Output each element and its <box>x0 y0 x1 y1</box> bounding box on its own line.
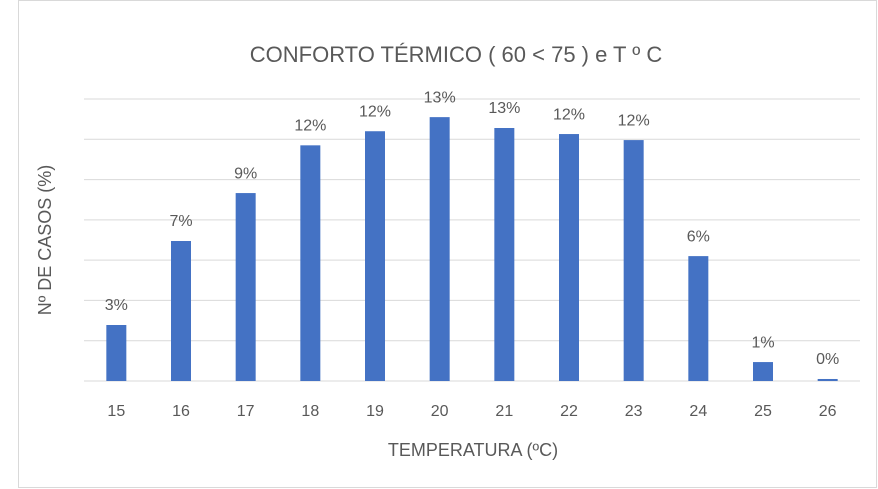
x-tick-label: 23 <box>625 403 643 420</box>
bar <box>753 362 773 381</box>
bar <box>494 128 515 381</box>
data-label: 9% <box>234 165 257 182</box>
data-label: 1% <box>751 334 774 351</box>
x-tick-label: 19 <box>366 403 384 420</box>
x-tick-label: 16 <box>172 403 190 420</box>
y-axis-label: Nº DE CASOS (%) <box>35 165 55 316</box>
data-label: 12% <box>618 112 650 129</box>
data-label: 12% <box>359 103 391 120</box>
x-tick-label: 22 <box>560 403 578 420</box>
data-label: 6% <box>687 228 710 245</box>
bar <box>688 256 709 381</box>
bar <box>300 145 321 381</box>
chart-title: CONFORTO TÉRMICO ( 60 < 75 ) e T º C <box>250 42 663 67</box>
data-label: 12% <box>294 118 326 135</box>
x-tick-label: 26 <box>819 403 837 420</box>
bar <box>559 134 579 381</box>
bar <box>106 325 127 381</box>
x-tick-label: 25 <box>754 403 772 420</box>
data-label: 13% <box>424 89 456 106</box>
data-label: 7% <box>169 213 192 230</box>
data-label: 12% <box>553 106 585 123</box>
bar <box>623 140 644 381</box>
x-tick-label: 20 <box>431 403 449 420</box>
x-tick-label: 24 <box>689 403 707 420</box>
bar <box>429 117 450 381</box>
x-tick-label: 17 <box>237 403 255 420</box>
x-tick-label: 21 <box>495 403 513 420</box>
bar <box>171 241 191 381</box>
bar <box>235 193 256 381</box>
x-tick-label: 15 <box>107 403 125 420</box>
bar <box>817 378 838 381</box>
data-label: 3% <box>105 297 128 314</box>
x-tick-label: 18 <box>301 403 319 420</box>
x-axis-label: TEMPERATURA (ºC) <box>388 440 558 460</box>
data-label: 0% <box>816 351 839 368</box>
data-label: 13% <box>488 100 520 117</box>
bar <box>365 131 385 381</box>
